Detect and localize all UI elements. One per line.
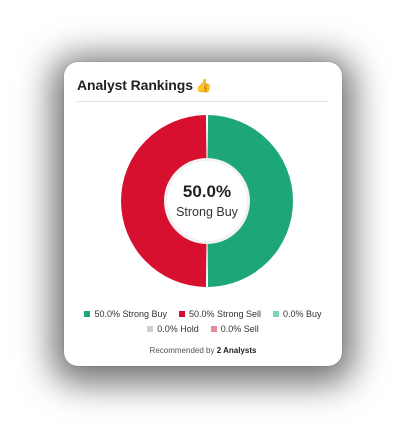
legend-swatch <box>178 311 185 317</box>
legend-swatch <box>210 326 217 332</box>
legend-swatch <box>147 326 154 332</box>
donut-svg <box>121 115 293 287</box>
center-label: Strong Buy <box>176 205 238 219</box>
legend-label: 0.0% Sell <box>220 324 259 334</box>
donut-chart: 50.0% Strong Buy <box>117 108 297 294</box>
center-value: 50.0% <box>182 182 232 201</box>
analyst-count: 2 Analysts <box>216 346 257 355</box>
donut-slice-strong-buy[interactable] <box>207 115 293 287</box>
chart-legend: 50.0% Strong Buy 50.0% Strong Sell 0.0% … <box>64 309 342 339</box>
thumbs-up-icon: 👍 <box>195 77 213 93</box>
legend-item-strong-sell: 50.0% Strong Sell <box>178 309 262 319</box>
legend-item-buy: 0.0% Buy <box>273 309 322 319</box>
legend-item-hold: 0.0% Hold <box>147 324 199 334</box>
legend-row: 0.0% Hold 0.0% Sell <box>64 324 342 334</box>
legend-row: 50.0% Strong Buy 50.0% Strong Sell 0.0% … <box>64 309 342 319</box>
recommended-by-text: Recommended by 2 Analysts <box>64 346 342 355</box>
legend-item-strong-buy: 50.0% Strong Buy <box>84 309 167 319</box>
card-header: Analyst Rankings 👍 <box>77 77 212 93</box>
analyst-rankings-card: Analyst Rankings 👍 50.0% Strong Buy 50.0… <box>64 62 342 366</box>
card-title: Analyst Rankings <box>77 77 193 93</box>
donut-slice-strong-sell[interactable] <box>121 115 207 287</box>
legend-label: 0.0% Buy <box>283 309 322 319</box>
donut-hole <box>167 161 247 241</box>
legend-swatch <box>84 311 91 317</box>
legend-item-sell: 0.0% Sell <box>210 324 259 334</box>
legend-label: 50.0% Strong Buy <box>94 309 167 319</box>
header-divider <box>77 101 329 102</box>
legend-label: 50.0% Strong Sell <box>188 309 262 319</box>
legend-label: 0.0% Hold <box>157 324 199 334</box>
footer-prefix: Recommended by <box>149 346 215 355</box>
legend-swatch <box>273 311 280 317</box>
